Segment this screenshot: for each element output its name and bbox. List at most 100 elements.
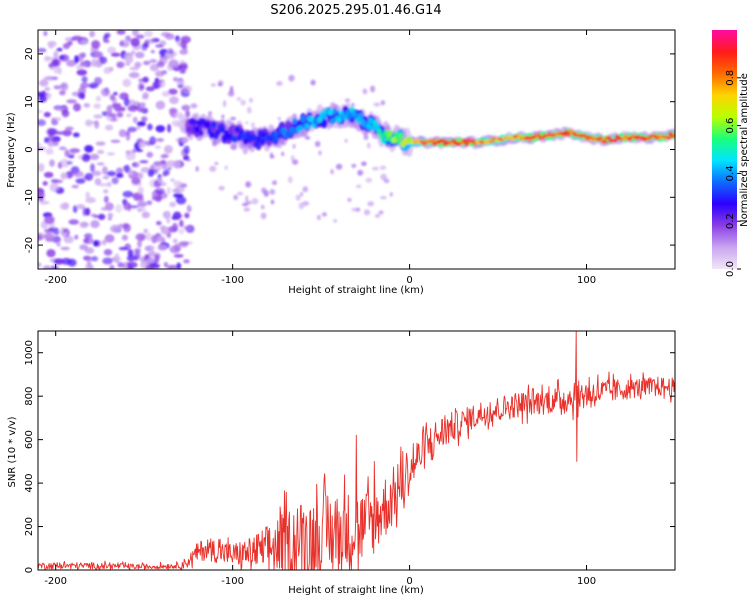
heatmap-cell <box>347 112 353 119</box>
heatmap-cell <box>165 33 175 40</box>
heatmap-cell <box>154 187 165 194</box>
heatmap-cell <box>112 103 122 107</box>
heatmap-cell <box>363 209 371 216</box>
heatmap-cell <box>184 212 190 219</box>
heatmap-cell <box>131 105 138 109</box>
colorbar-tick-label: 0.4 <box>725 165 736 181</box>
heatmap-cell <box>179 219 184 228</box>
heatmap-cell <box>489 139 495 144</box>
heatmap-cell <box>51 58 61 67</box>
heatmap-cell <box>190 103 198 109</box>
heatmap-cell <box>173 180 183 188</box>
spectrogram-x-axis-label: Height of straight line (km) <box>288 285 424 296</box>
heatmap-cell <box>74 234 79 240</box>
heatmap-cell <box>110 139 121 143</box>
colorbar-label: Normalized spectral amplitude <box>739 73 750 227</box>
heatmap-cell <box>391 136 397 144</box>
heatmap-cell <box>80 40 89 45</box>
heatmap-cell <box>304 136 311 140</box>
heatmap-cell <box>172 211 182 220</box>
heatmap-cell <box>432 142 438 146</box>
heatmap-cell <box>125 55 134 64</box>
heatmap-cell <box>43 265 51 269</box>
heatmap-cell <box>250 122 255 128</box>
heatmap-cell <box>47 128 58 136</box>
heatmap-cell <box>59 158 70 168</box>
heatmap-cell <box>90 256 99 262</box>
heatmap-cell <box>332 107 338 115</box>
heatmap-cell <box>204 121 211 129</box>
heatmap-cell <box>107 46 117 54</box>
heatmap-cell <box>43 171 54 178</box>
heatmap-cell <box>261 187 267 194</box>
snr-x-axis-label: Height of straight line (km) <box>288 585 424 596</box>
heatmap-cell <box>565 132 572 137</box>
heatmap-cell <box>62 129 72 137</box>
heatmap-cell <box>84 247 95 254</box>
heatmap-cell <box>277 116 282 121</box>
heatmap-cell <box>361 161 367 167</box>
heatmap-cell <box>243 138 249 145</box>
heatmap-cell <box>166 264 178 269</box>
heatmap-cell <box>356 184 362 189</box>
heatmap-cell <box>173 77 178 82</box>
heatmap-cell <box>146 257 156 264</box>
heatmap-cell <box>60 83 67 89</box>
heatmap-cell <box>103 67 112 74</box>
heatmap-cell <box>243 207 250 212</box>
heatmap-cell <box>79 221 89 229</box>
heatmap-cell <box>183 145 190 155</box>
heatmap-cell <box>111 177 119 185</box>
heatmap-cell <box>95 51 103 58</box>
heatmap-cell <box>83 103 91 108</box>
heatmap-cell <box>49 159 55 167</box>
heatmap-cell <box>393 131 400 138</box>
heatmap-cell <box>367 201 375 207</box>
heatmap-cell <box>357 169 364 176</box>
heatmap-cell <box>97 213 106 220</box>
heatmap-cell <box>136 34 145 39</box>
heatmap-cell <box>145 86 155 92</box>
heatmap-cell <box>147 169 155 177</box>
heatmap-cell <box>582 134 589 138</box>
heatmap-cell <box>214 161 219 166</box>
heatmap-cell <box>93 103 101 109</box>
heatmap-cell <box>149 136 157 146</box>
heatmap-cell <box>103 39 110 43</box>
heatmap-cell <box>179 49 188 55</box>
heatmap-cell <box>129 205 139 209</box>
heatmap-cell <box>142 76 149 83</box>
heatmap-cell <box>232 136 238 143</box>
heatmap-cell <box>183 259 190 264</box>
heatmap-cell <box>177 83 184 89</box>
heatmap-cell <box>155 100 166 110</box>
heatmap-cell <box>224 165 228 170</box>
heatmap-cell <box>154 145 162 149</box>
heatmap-cell <box>76 204 85 210</box>
heatmap-cell <box>47 227 59 232</box>
heatmap-cell <box>270 130 276 137</box>
heatmap-cell <box>237 191 244 196</box>
heatmap-cell <box>181 104 191 111</box>
heatmap-cell <box>143 228 148 234</box>
heatmap-cell <box>461 138 467 143</box>
heatmap-cell <box>215 129 221 136</box>
heatmap-cell <box>363 134 369 141</box>
heatmap-cell <box>74 55 79 64</box>
heatmap-cell <box>73 103 81 112</box>
heatmap-cell <box>211 121 217 128</box>
heatmap-cell <box>122 78 132 88</box>
heatmap-cell <box>91 40 101 49</box>
heatmap-cell <box>121 234 128 241</box>
heatmap-cell <box>66 161 73 165</box>
heatmap-cell <box>147 123 153 131</box>
heatmap-cell <box>255 136 262 143</box>
heatmap-cell <box>56 47 63 52</box>
heatmap-cell <box>138 141 146 148</box>
heatmap-cell <box>172 188 180 193</box>
y-tick-label: 0 <box>24 567 35 573</box>
heatmap-cell <box>144 254 150 260</box>
heatmap-cell <box>93 240 99 247</box>
heatmap-cell <box>194 126 200 133</box>
heatmap-cell <box>65 171 74 179</box>
